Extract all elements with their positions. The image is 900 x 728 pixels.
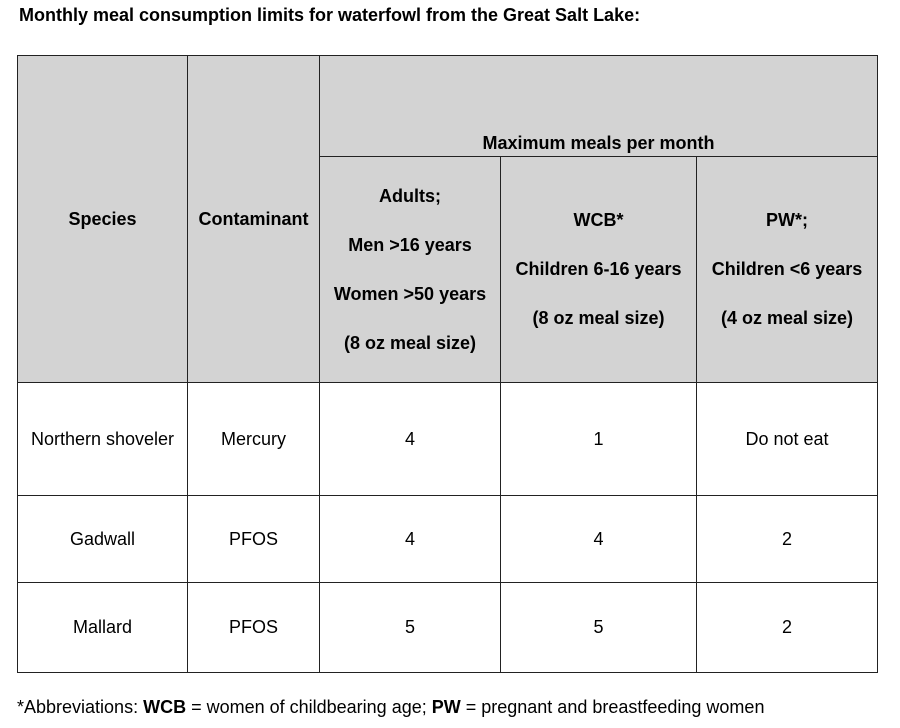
header-pw-line: (4 oz meal size)	[720, 308, 854, 328]
table-row: Gadwall PFOS 4 4 2	[17, 495, 878, 583]
cell-species: Northern shoveler	[17, 382, 188, 496]
cell-species: Gadwall	[17, 495, 188, 583]
header-adults-line: Adults;	[379, 185, 441, 206]
cell-contaminant: Mercury	[187, 382, 320, 496]
cell-contaminant: PFOS	[187, 582, 320, 673]
header-wcb-line: Children 6-16 years	[515, 259, 682, 279]
header-adults-line: Men >16 years	[348, 234, 472, 255]
cell-adults: 4	[319, 382, 501, 496]
header-pw-line: Children <6 years	[711, 259, 863, 279]
page-title: Monthly meal consumption limits for wate…	[19, 5, 641, 25]
footnote-pw-abbr: PW	[431, 697, 461, 717]
header-maximum-meals: Maximum meals per month	[319, 55, 878, 157]
cell-species: Mallard	[17, 582, 188, 673]
header-contaminant: Contaminant	[187, 55, 320, 383]
header-species: Species	[17, 55, 188, 383]
cell-adults: 5	[319, 582, 501, 673]
header-pw-line: PW*;	[766, 210, 808, 230]
table-row: Mallard PFOS 5 5 2	[17, 582, 878, 673]
header-pw: PW*; Children <6 years (4 oz meal size)	[696, 156, 878, 383]
footnote-wcb-text: = women of childbearing age;	[186, 697, 432, 717]
cell-pw: 2	[696, 582, 878, 673]
footnote: *Abbreviations: WCB = women of childbear…	[17, 697, 764, 718]
cell-contaminant: PFOS	[187, 495, 320, 583]
table-row: Northern shoveler Mercury 4 1 Do not eat	[17, 382, 878, 496]
cell-wcb: 5	[500, 582, 697, 673]
header-adults: Adults; Men >16 years Women >50 years (8…	[319, 156, 501, 383]
footnote-pw-text: = pregnant and breastfeeding women	[460, 697, 765, 717]
cell-wcb: 4	[500, 495, 697, 583]
header-wcb: WCB* Children 6-16 years (8 oz meal size…	[500, 156, 697, 383]
cell-pw: Do not eat	[696, 382, 878, 496]
header-wcb-line: WCB*	[573, 210, 624, 230]
footnote-wcb-abbr: WCB	[143, 697, 187, 717]
header-adults-line: Women >50 years	[333, 283, 487, 304]
cell-wcb: 1	[500, 382, 697, 496]
cell-adults: 4	[319, 495, 501, 583]
consumption-table: Species Contaminant Maximum meals per mo…	[17, 55, 878, 673]
header-wcb-line: (8 oz meal size)	[532, 308, 665, 328]
footnote-prefix: *Abbreviations:	[17, 697, 144, 717]
cell-pw: 2	[696, 495, 878, 583]
header-adults-line: (8 oz meal size)	[343, 332, 477, 353]
